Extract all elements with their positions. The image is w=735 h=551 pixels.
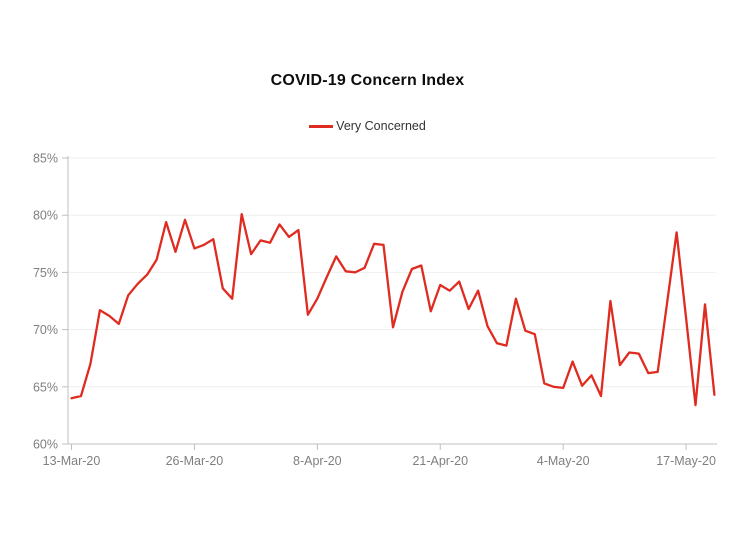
y-tick-label: 60% xyxy=(33,438,58,452)
x-tick-label: 17-May-20 xyxy=(656,454,716,468)
legend-label: Very Concerned xyxy=(336,119,426,133)
chart-title: COVID-19 Concern Index xyxy=(270,72,465,89)
series-line-very-concerned xyxy=(70,212,716,407)
x-tick-label: 8-Apr-20 xyxy=(293,454,342,468)
legend: Very Concerned xyxy=(0,119,735,133)
legend-line-marker xyxy=(309,124,334,128)
x-tick-label: 4-May-20 xyxy=(537,454,590,468)
y-tick-label: 85% xyxy=(33,152,58,166)
y-tick-label: 65% xyxy=(33,380,58,394)
y-tick-label: 80% xyxy=(33,209,58,223)
y-tick-label: 75% xyxy=(33,266,58,280)
y-tick-label: 70% xyxy=(33,323,58,337)
x-tick-label: 21-Apr-20 xyxy=(412,454,468,468)
x-tick-label: 26-Mar-20 xyxy=(166,454,224,468)
x-tick-label: 13-Mar-20 xyxy=(43,454,101,468)
